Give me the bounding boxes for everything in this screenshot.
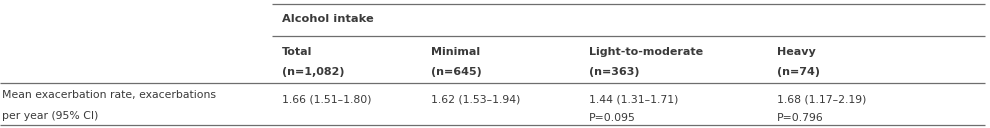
Text: (n=363): (n=363) [589, 67, 640, 77]
Text: P=0.095: P=0.095 [589, 113, 636, 123]
Text: Minimal: Minimal [431, 47, 480, 57]
Text: (n=1,082): (n=1,082) [282, 67, 345, 77]
Text: Mean exacerbation rate, exacerbations: Mean exacerbation rate, exacerbations [2, 90, 216, 100]
Text: Heavy: Heavy [777, 47, 816, 57]
Text: 1.62 (1.53–1.94): 1.62 (1.53–1.94) [431, 94, 520, 104]
Text: (n=645): (n=645) [431, 67, 481, 77]
Text: Alcohol intake: Alcohol intake [282, 14, 374, 24]
Text: Light-to-moderate: Light-to-moderate [589, 47, 703, 57]
Text: 1.66 (1.51–1.80): 1.66 (1.51–1.80) [282, 94, 371, 104]
Text: (n=74): (n=74) [777, 67, 820, 77]
Text: 1.68 (1.17–2.19): 1.68 (1.17–2.19) [777, 94, 866, 104]
Text: per year (95% CI): per year (95% CI) [2, 111, 98, 121]
Text: P=0.796: P=0.796 [777, 113, 824, 123]
Text: 1.44 (1.31–1.71): 1.44 (1.31–1.71) [589, 94, 678, 104]
Text: Total: Total [282, 47, 313, 57]
